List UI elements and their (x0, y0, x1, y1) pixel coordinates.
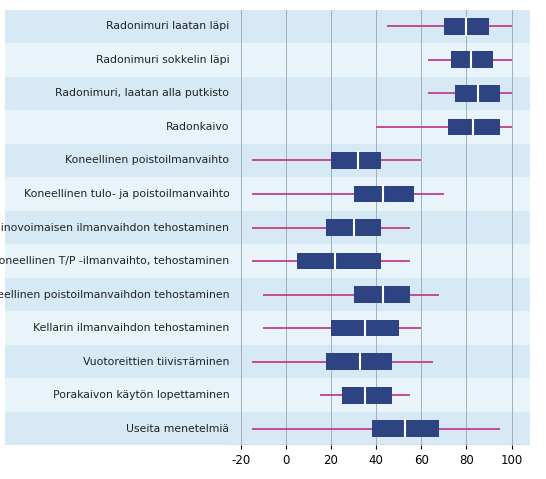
Bar (5, 278, 229, 311)
Bar (297, 253, 381, 269)
Bar (229, 177, 530, 211)
Bar (327, 219, 381, 236)
Text: Kellarin ilmanvaihdon tehostaminen: Kellarin ilmanvaihdon tehostaminen (33, 323, 229, 333)
Text: Radonimuri sokkelin läpi: Radonimuri sokkelin läpi (96, 55, 229, 65)
Bar (229, 412, 530, 445)
Bar (5, 211, 229, 244)
Bar (229, 10, 530, 43)
Bar (5, 378, 229, 412)
Text: Porakaivon käytön lopettaminen: Porakaivon käytön lopettaminen (53, 390, 229, 400)
Bar (353, 286, 410, 303)
Bar (229, 345, 530, 378)
Bar (450, 52, 494, 68)
Bar (372, 421, 440, 437)
Text: Radonimuri laatan läpi: Radonimuri laatan läpi (106, 22, 229, 31)
Bar (229, 311, 530, 345)
Text: Radonkaivo: Radonkaivo (166, 122, 229, 132)
Bar (5, 345, 229, 378)
Bar (5, 110, 229, 144)
Bar (229, 211, 530, 244)
Text: Koneellinen poistoilmanvaihto: Koneellinen poistoilmanvaihto (65, 156, 229, 165)
Bar (5, 144, 229, 177)
Bar (444, 18, 489, 35)
Bar (5, 412, 229, 445)
Bar (448, 119, 500, 136)
Bar (229, 378, 530, 412)
Bar (229, 43, 530, 77)
Text: Radonimuri, laatan alla putkisto: Radonimuri, laatan alla putkisto (55, 89, 229, 98)
Text: Useita menetelmiä: Useita menetelmiä (126, 424, 229, 433)
Bar (229, 144, 530, 177)
Bar (229, 77, 530, 110)
Bar (229, 110, 530, 144)
Bar (5, 43, 229, 77)
Text: Painovoimaisen ilmanvaihdon tehostaminen: Painovoimaisen ilmanvaihdon tehostaminen (0, 223, 229, 232)
Bar (5, 77, 229, 110)
Bar (5, 311, 229, 345)
Bar (229, 244, 530, 278)
Text: Koneellinen poistoilmanvaihdon tehostaminen: Koneellinen poistoilmanvaihdon tehostami… (0, 290, 229, 299)
Bar (331, 320, 399, 336)
Text: Koneellinen T/P -ilmanvaihto, tehostaminen: Koneellinen T/P -ilmanvaihto, tehostamin… (0, 256, 229, 266)
Bar (327, 354, 392, 370)
Bar (5, 244, 229, 278)
Bar (342, 387, 392, 403)
Bar (455, 85, 500, 102)
Bar (229, 278, 530, 311)
Bar (5, 10, 229, 43)
Bar (353, 186, 414, 203)
Bar (331, 152, 381, 169)
Text: Koneellinen tulo- ja poistoilmanvaihto: Koneellinen tulo- ja poistoilmanvaihto (23, 189, 229, 199)
Text: Vuotoreittien tiivisтäminen: Vuotoreittien tiivisтäminen (83, 357, 229, 366)
Bar (5, 177, 229, 211)
